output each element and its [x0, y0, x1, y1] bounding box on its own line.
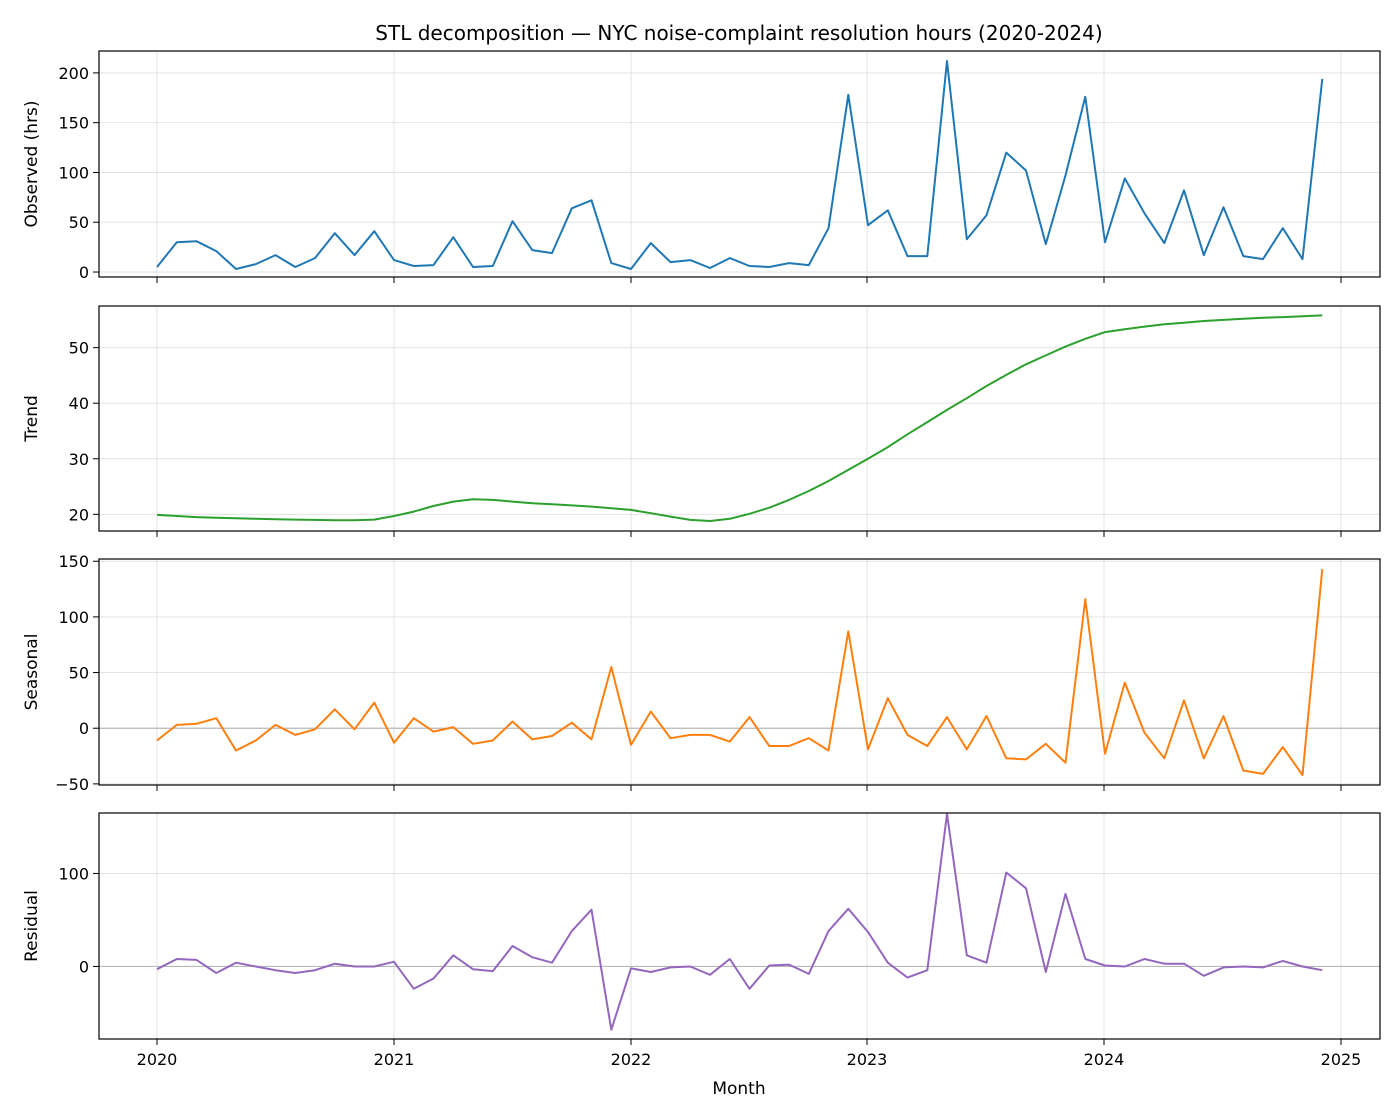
- y-tick-label: 50: [69, 213, 89, 232]
- x-tick-label: 2021: [374, 1050, 415, 1069]
- trend-series-line: [156, 314, 1323, 522]
- panel-observed: 0 50 100 150 200 Observed (hrs): [22, 50, 1381, 283]
- y-tick-label: 0: [79, 719, 89, 738]
- seasonal-series-line: [156, 568, 1324, 776]
- seasonal-y-axis-label: Seasonal: [22, 634, 42, 711]
- y-tick-label: 100: [58, 864, 89, 883]
- x-tick-label: 2025: [1321, 1050, 1362, 1069]
- chart-title: STL decomposition — NYC noise-complaint …: [375, 21, 1102, 45]
- observed-series-line: [156, 60, 1324, 270]
- residual-series-line: [156, 812, 1323, 1031]
- panel-trend: 20 30 40 50 Trend: [22, 305, 1381, 537]
- x-axis-label: Month: [712, 1079, 765, 1099]
- y-tick-label: 40: [69, 394, 89, 413]
- x-tick-label: 2020: [137, 1050, 178, 1069]
- y-tick-label: 100: [58, 608, 89, 627]
- y-tick-label: 200: [58, 64, 89, 83]
- y-tick-label: 0: [79, 263, 89, 282]
- y-tick-label: 0: [79, 957, 89, 976]
- residual-y-axis-label: Residual: [22, 890, 42, 962]
- y-tick-label: 100: [58, 163, 89, 182]
- y-tick-label: 50: [69, 664, 89, 683]
- y-tick-label: 150: [58, 552, 89, 571]
- panel-frame: [98, 812, 1381, 1040]
- x-tick-label: 2022: [611, 1050, 652, 1069]
- y-tick-label: 30: [69, 450, 89, 469]
- x-tick-label: 2023: [847, 1050, 888, 1069]
- observed-y-axis-label: Observed (hrs): [22, 100, 42, 227]
- x-tick-label: 2024: [1084, 1050, 1125, 1069]
- trend-y-axis-label: Trend: [22, 395, 42, 443]
- panel-frame: [98, 305, 1381, 532]
- panel-residual: 0 100 2020 2021 2022 2023 2024 2025 Residual: [22, 812, 1381, 1069]
- y-tick-label: 50: [69, 339, 89, 358]
- panel-frame: [98, 558, 1381, 786]
- y-tick-label: −50: [55, 775, 89, 794]
- y-tick-label: 20: [69, 505, 89, 524]
- panel-frame: [98, 50, 1381, 278]
- panel-seasonal: −50 0 50 100 150 Seasonal: [22, 552, 1381, 794]
- y-tick-label: 150: [58, 114, 89, 133]
